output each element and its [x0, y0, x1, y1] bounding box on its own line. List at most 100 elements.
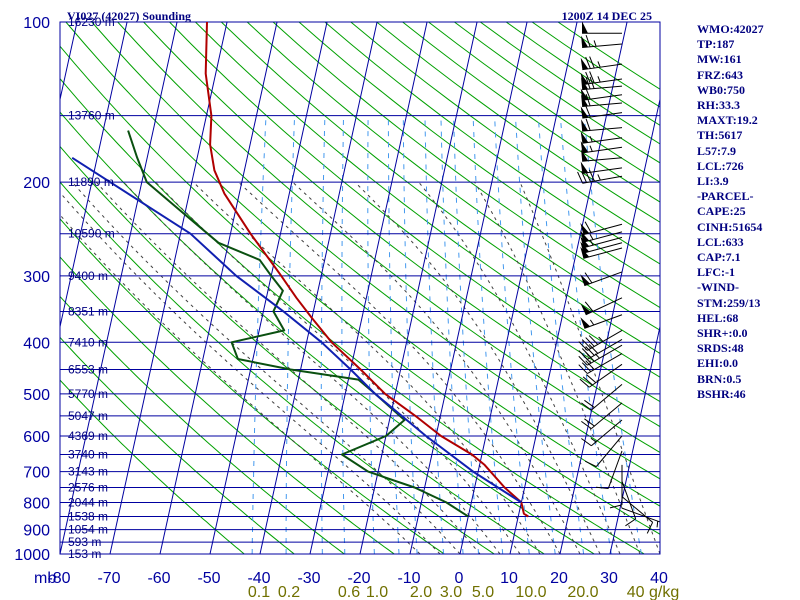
pressure-tick-label: 800	[23, 495, 50, 512]
mixing-ratio-line	[367, 115, 375, 554]
barb-half-flag	[589, 145, 593, 152]
barb-pennant	[580, 303, 592, 315]
barb-flag	[578, 355, 588, 366]
isotherm	[459, 22, 578, 554]
pressure-tick-label: 900	[23, 523, 50, 540]
barb-half-flag	[589, 239, 594, 246]
barb-staff	[582, 94, 623, 101]
wind-barb	[581, 93, 623, 108]
barb-half-flag	[656, 521, 659, 528]
mixing-ratio-label: 0.2	[278, 584, 300, 600]
barb-staff	[607, 450, 623, 489]
mixing-ratio-label: 0.6	[338, 584, 360, 600]
mixing-ratio-line	[285, 115, 296, 554]
barb-half-flag	[589, 319, 595, 326]
stat-line: CINH:51654	[697, 219, 763, 234]
temperature-tick-label: 0	[455, 570, 464, 587]
mixing-ratio-line	[251, 115, 267, 554]
pressure-tick-label: 100	[23, 15, 50, 32]
wind-barb	[582, 21, 622, 34]
mixing-ratio-line	[402, 115, 418, 554]
pressure-tick-label: 700	[23, 465, 50, 482]
barb-staff	[591, 402, 623, 430]
barb-flag	[581, 171, 588, 183]
moist-adiabat	[155, 181, 521, 554]
barb-pennant	[581, 94, 589, 107]
stat-line: WB0:750	[697, 82, 745, 97]
barb-pennant	[580, 131, 589, 144]
barb-staff	[582, 175, 623, 184]
barb-pennant	[580, 57, 589, 70]
barb-flag	[584, 301, 594, 312]
skewed-isotherms	[60, 22, 660, 554]
stat-line: LCL:633	[697, 234, 744, 249]
height-label: 593 m	[68, 535, 101, 549]
stats-panel: WMO:42027 TP:187 MW:161 FRZ:643 WB0:750 RH:33…	[697, 22, 800, 402]
height-label: 9400 m	[68, 269, 108, 283]
barb-half-flag	[597, 61, 601, 68]
barb-half-flag	[597, 174, 601, 181]
wind-barbs	[577, 21, 660, 534]
barb-flag	[585, 77, 591, 90]
barb-pennant	[580, 236, 590, 248]
dry-adiabat	[60, 45, 660, 535]
barb-flag	[588, 344, 599, 354]
barb-flag	[625, 518, 636, 527]
stat-line: CAPE:25	[697, 204, 746, 219]
wind-barb	[621, 496, 654, 534]
moist-adiabat	[474, 181, 641, 554]
mixing-ratio-line	[494, 115, 530, 554]
wind-barb	[579, 363, 623, 388]
barb-flag	[577, 171, 584, 184]
pressure-tick-label: 600	[23, 429, 50, 446]
barb-half-flag	[590, 437, 597, 443]
wind-barb	[580, 161, 623, 174]
barb-flag	[646, 522, 654, 534]
isotherm	[359, 22, 478, 554]
wind-barb	[580, 131, 623, 144]
stat-line: TP:187	[697, 37, 735, 52]
temperature-tick-label: -30	[297, 570, 320, 587]
mixing-ratio-line	[559, 115, 612, 554]
barb-staff	[585, 297, 623, 316]
mixing-ratio-label: 20.0	[567, 584, 598, 600]
wind-barb	[609, 464, 623, 509]
barb-staff	[582, 43, 623, 49]
barb-half-flag	[594, 353, 600, 359]
height-label: 8351 m	[68, 304, 108, 318]
wind-barb	[578, 344, 623, 366]
isotherm	[60, 22, 178, 554]
barb-staff	[583, 231, 623, 243]
wind-barb	[577, 169, 623, 184]
barb-flag	[578, 364, 588, 374]
barb-staff	[582, 137, 623, 144]
wind-barb	[595, 450, 623, 489]
temperature-tick-label: -40	[247, 570, 270, 587]
barb-flag	[585, 360, 595, 370]
barb-staff	[582, 85, 623, 91]
wind-barb	[621, 507, 660, 528]
temperature-tick-label: -60	[147, 570, 170, 587]
barb-flag	[579, 378, 590, 388]
barb-flag	[581, 362, 592, 372]
wind-barb	[581, 34, 623, 49]
dry-adiabat	[60, 295, 345, 554]
barb-flag	[584, 460, 597, 468]
isotherm	[609, 324, 660, 554]
barb-pennant	[580, 161, 589, 174]
isotherm	[259, 22, 378, 554]
stat-line: BRN:0.5	[697, 371, 742, 386]
stat-line: RH:33.3	[697, 98, 740, 113]
pressure-tick-label: 1000	[14, 547, 50, 564]
stat-line: TH:5617	[697, 128, 743, 143]
temperature-tick-label: 30	[600, 570, 618, 587]
mixing-ratio-label: 3.0	[440, 584, 462, 600]
height-label: 6553 m	[68, 363, 108, 377]
wind-barb	[580, 221, 623, 236]
barb-staff	[587, 330, 623, 351]
mixing-ratio-label: 5.0	[472, 584, 494, 600]
barb-flag	[584, 170, 591, 183]
barb-flag	[589, 71, 595, 84]
temperature-tick-label: 10	[500, 570, 518, 587]
isotherm	[559, 97, 660, 554]
